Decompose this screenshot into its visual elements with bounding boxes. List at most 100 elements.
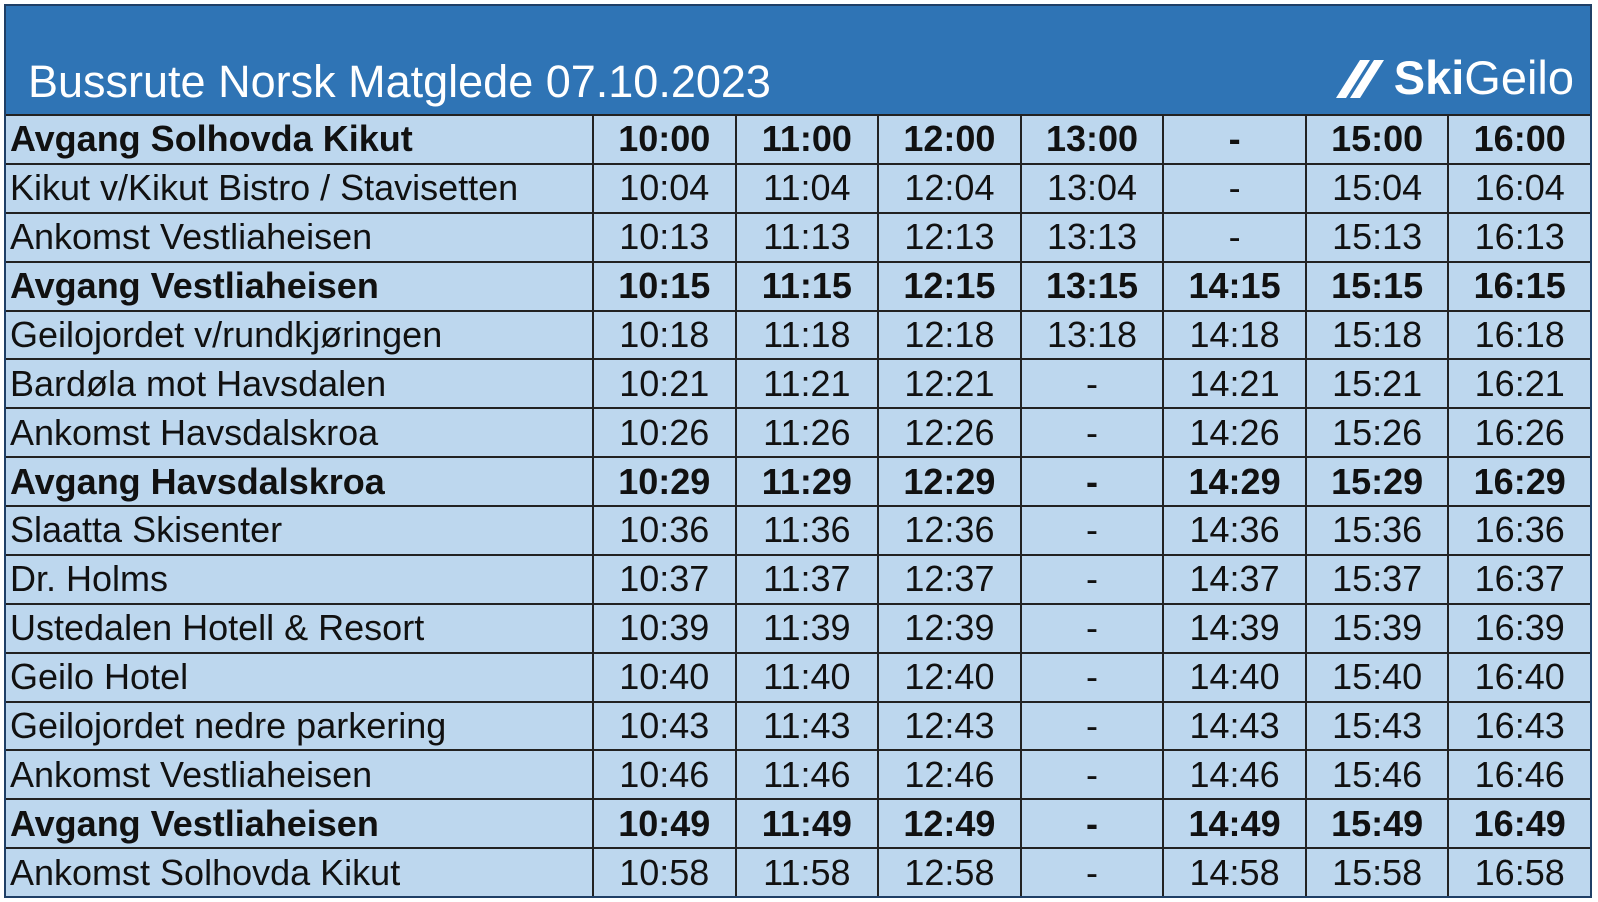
departure-time: 14:49 xyxy=(1164,800,1305,848)
departure-time: 15:13 xyxy=(1306,213,1448,261)
departure-time: 15:49 xyxy=(1306,800,1448,848)
logo-bold: Ski xyxy=(1393,51,1465,104)
header: Bussrute Norsk Matgledе 07.10.2023 Ski Ge… xyxy=(6,6,1590,114)
departure-time: 11:21 xyxy=(736,360,878,408)
departure-time: 11:00 xyxy=(736,116,878,163)
table: Avgang Solhovda Kikut 10:00 11:00 12:00 13:0… xyxy=(6,114,1590,896)
departure-time: 10:13 xyxy=(594,213,735,261)
departure-time: 15:40 xyxy=(1306,653,1448,701)
departure-time: 10:36 xyxy=(594,507,735,554)
departure-time: 12:13 xyxy=(879,213,1020,261)
departure-time: 14:36 xyxy=(1164,507,1305,554)
departure-time: 16:46 xyxy=(1449,751,1590,799)
departure-time: 16:21 xyxy=(1449,360,1590,408)
departure-time: 11:36 xyxy=(736,507,878,554)
departure-time: 14:18 xyxy=(1164,311,1305,359)
departure-time: 14:29 xyxy=(1164,458,1305,505)
departure-time: 12:49 xyxy=(879,800,1020,848)
departure-time: 16:04 xyxy=(1449,164,1590,212)
departure-time: 11:13 xyxy=(736,213,878,261)
logo: Ski Geilo xyxy=(1335,50,1574,105)
departure-time: 10:37 xyxy=(594,555,735,603)
departure-time: 16:13 xyxy=(1449,213,1590,261)
departure-time: 16:36 xyxy=(1449,507,1590,554)
stop-name: Avgang Solhovda Kikut xyxy=(6,116,592,163)
departure-time: 16:29 xyxy=(1449,458,1590,505)
stop-name: Ankomst Vestliaheisen xyxy=(6,751,592,799)
departure-time: 16:39 xyxy=(1449,604,1590,652)
departure-time: 15:29 xyxy=(1306,458,1448,505)
departure-time: 13:00 xyxy=(1021,116,1163,163)
departure-time: - xyxy=(1021,507,1163,554)
departure-time: 11:58 xyxy=(736,849,878,896)
departure-time: 15:46 xyxy=(1306,751,1448,799)
departure-time: 12:21 xyxy=(879,360,1020,408)
departure-time: - xyxy=(1164,116,1305,163)
departure-time: - xyxy=(1021,458,1163,505)
departure-time: 13:18 xyxy=(1021,311,1163,359)
departure-time: 12:39 xyxy=(879,604,1020,652)
stop-name: Geilojordet nedre parkering xyxy=(6,702,592,750)
departure-time: - xyxy=(1021,409,1163,457)
departure-time: 12:15 xyxy=(879,262,1020,310)
departure-time: 15:21 xyxy=(1306,360,1448,408)
stop-name: Bardøla mot Havsdalen xyxy=(6,360,592,408)
departure-time: 16:37 xyxy=(1449,555,1590,603)
departure-time: 16:40 xyxy=(1449,653,1590,701)
departure-time: 14:15 xyxy=(1164,262,1305,310)
stop-name: Ankomst Solhovda Kikut xyxy=(6,849,592,896)
departure-time: 10:43 xyxy=(594,702,735,750)
departure-time: 14:40 xyxy=(1164,653,1305,701)
logo-mark xyxy=(1335,59,1384,98)
departure-time: 10:26 xyxy=(594,409,735,457)
departure-time: 10:04 xyxy=(594,164,735,212)
departure-time: - xyxy=(1021,653,1163,701)
departure-time: 13:04 xyxy=(1021,164,1163,212)
departure-time: 10:58 xyxy=(594,849,735,896)
departure-time: 11:37 xyxy=(736,555,878,603)
departure-time: 11:46 xyxy=(736,751,878,799)
departure-time: 10:49 xyxy=(594,800,735,848)
departure-time: 14:21 xyxy=(1164,360,1305,408)
stop-name: Ankomst Vestliaheisen xyxy=(6,213,592,261)
departure-time: 11:49 xyxy=(736,800,878,848)
departure-time: 12:04 xyxy=(879,164,1020,212)
departure-time: 11:29 xyxy=(736,458,878,505)
departure-time: 11:04 xyxy=(736,164,878,212)
departure-time: 10:40 xyxy=(594,653,735,701)
departure-time: 15:04 xyxy=(1306,164,1448,212)
departure-time: 16:43 xyxy=(1449,702,1590,750)
timetable: Bussrute Norsk Matgledе 07.10.2023 Ski Ge… xyxy=(4,4,1592,898)
departure-time: 15:43 xyxy=(1306,702,1448,750)
logo-regular: Geilo xyxy=(1464,51,1574,104)
departure-time: 15:39 xyxy=(1306,604,1448,652)
title: Bussrute Norsk Matgledе 07.10.2023 xyxy=(28,56,771,107)
departure-time: 16:58 xyxy=(1449,849,1590,896)
departure-time: 10:15 xyxy=(594,262,735,310)
departure-time: 16:18 xyxy=(1449,311,1590,359)
stop-name: Ustedalen Hotell & Resort xyxy=(6,604,592,652)
departure-time: 14:43 xyxy=(1164,702,1305,750)
departure-time: 13:13 xyxy=(1021,213,1163,261)
stop-name: Avgang Havsdalskroa xyxy=(6,458,592,505)
stop-name: Geilo Hotel xyxy=(6,653,592,701)
departure-time: 13:15 xyxy=(1021,262,1163,310)
departure-time: - xyxy=(1021,702,1163,750)
departure-time: 11:43 xyxy=(736,702,878,750)
departure-time: 10:00 xyxy=(594,116,735,163)
departure-time: 15:00 xyxy=(1306,116,1448,163)
departure-time: 15:18 xyxy=(1306,311,1448,359)
departure-time: 16:00 xyxy=(1449,116,1590,163)
departure-time: 10:29 xyxy=(594,458,735,505)
departure-time: 15:58 xyxy=(1306,849,1448,896)
departure-time: 10:39 xyxy=(594,604,735,652)
departure-time: 12:00 xyxy=(879,116,1020,163)
departure-time: 12:46 xyxy=(879,751,1020,799)
departure-time: - xyxy=(1021,751,1163,799)
departure-time: 14:46 xyxy=(1164,751,1305,799)
departure-time: 16:15 xyxy=(1449,262,1590,310)
departure-time: 15:37 xyxy=(1306,555,1448,603)
departure-time: 14:39 xyxy=(1164,604,1305,652)
stop-name: Avgang Vestliaheisen xyxy=(6,262,592,310)
